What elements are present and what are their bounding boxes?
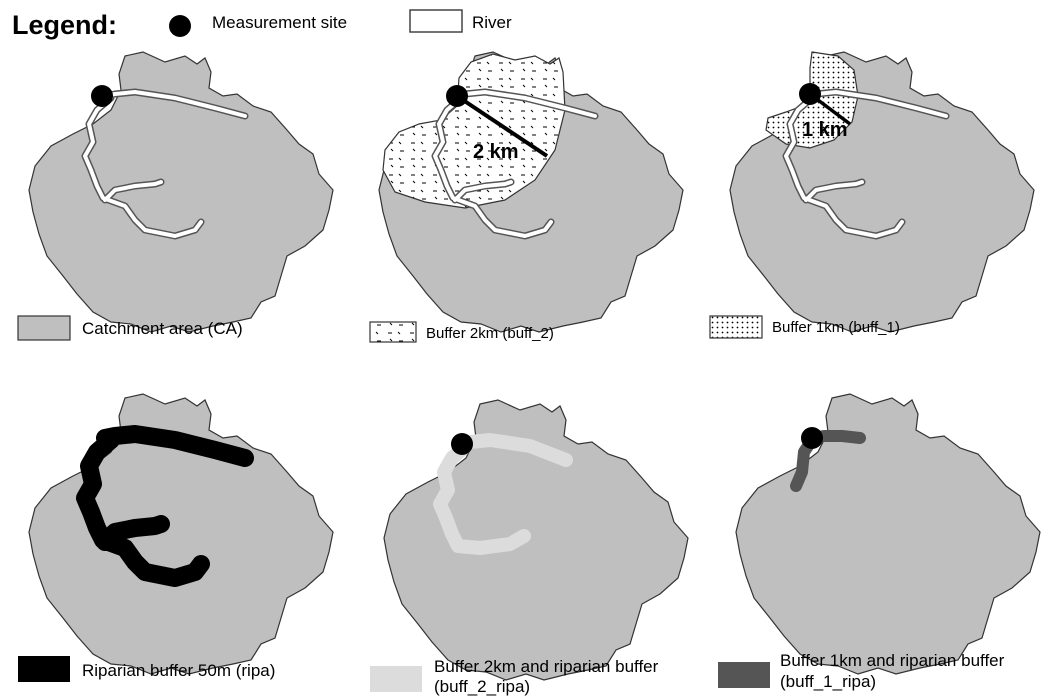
legend-riparian: Riparian buffer 50m (ripa) bbox=[18, 656, 275, 682]
radius-1km-label: 1 km bbox=[802, 119, 848, 141]
measurement-site-marker bbox=[801, 427, 823, 449]
buffer-1km-label: Buffer 1km (buff_1) bbox=[772, 319, 900, 336]
buff-2-ripa-label-line2: (buff_2_ripa) bbox=[434, 677, 530, 696]
river-symbol bbox=[409, 9, 463, 33]
panel-catchment-area bbox=[28, 51, 334, 333]
legend-buff-2-ripa: Buffer 2km and riparian buffer (buff_2_r… bbox=[370, 657, 659, 696]
buffer-2km-label: Buffer 2km (buff_2) bbox=[426, 325, 554, 342]
legend-header: Legend: Measurement site River bbox=[12, 9, 512, 40]
legend-buff-1-ripa: Buffer 1km and riparian buffer (buff_1_r… bbox=[718, 651, 1005, 691]
panel-riparian-buffer bbox=[28, 393, 334, 675]
measurement-site-marker bbox=[451, 433, 473, 455]
panel-buffer-1km-riparian bbox=[735, 393, 1041, 675]
riparian-swatch bbox=[18, 656, 70, 682]
buff-2-ripa-swatch bbox=[370, 666, 422, 692]
buff-1-ripa-swatch bbox=[718, 662, 770, 688]
radius-2km-line bbox=[455, 94, 549, 158]
panel-buffer-2km-riparian bbox=[383, 399, 689, 681]
legend-catchment: Catchment area (CA) bbox=[17, 315, 243, 341]
panel-buffer-1km: 1 km bbox=[729, 51, 1035, 333]
measurement-site-label: Measurement site bbox=[212, 13, 347, 32]
riparian-label: Riparian buffer 50m (ripa) bbox=[82, 661, 275, 680]
buff-1-ripa-label-line1: Buffer 1km and riparian buffer bbox=[780, 651, 1005, 670]
catchment-polygon bbox=[729, 51, 1035, 333]
buffer-2km-swatch bbox=[369, 321, 417, 343]
buff-1-ripa-label-line2: (buff_1_ripa) bbox=[780, 672, 876, 691]
legend-buffer-1km: Buffer 1km (buff_1) bbox=[709, 315, 900, 339]
catchment-polygon bbox=[28, 51, 334, 333]
catchment-polygon bbox=[735, 393, 1041, 675]
buffer-1km-swatch bbox=[709, 315, 763, 339]
measurement-site-symbol bbox=[169, 15, 191, 37]
buffer-2km-area bbox=[382, 53, 566, 209]
legend-buffer-2km: Buffer 2km (buff_2) bbox=[369, 321, 554, 343]
buff-2-ripa-label-line1: Buffer 2km and riparian buffer bbox=[434, 657, 659, 676]
legend-title: Legend: bbox=[12, 10, 117, 40]
catchment-label: Catchment area (CA) bbox=[82, 319, 243, 338]
panel-buffer-2km: 2 km bbox=[378, 51, 684, 333]
measurement-site-marker bbox=[446, 85, 468, 107]
river-label: River bbox=[472, 13, 512, 32]
catchment-swatch bbox=[17, 315, 71, 341]
measurement-site-marker bbox=[799, 83, 821, 105]
radius-2km-label: 2 km bbox=[473, 141, 519, 163]
measurement-site-marker bbox=[91, 85, 113, 107]
